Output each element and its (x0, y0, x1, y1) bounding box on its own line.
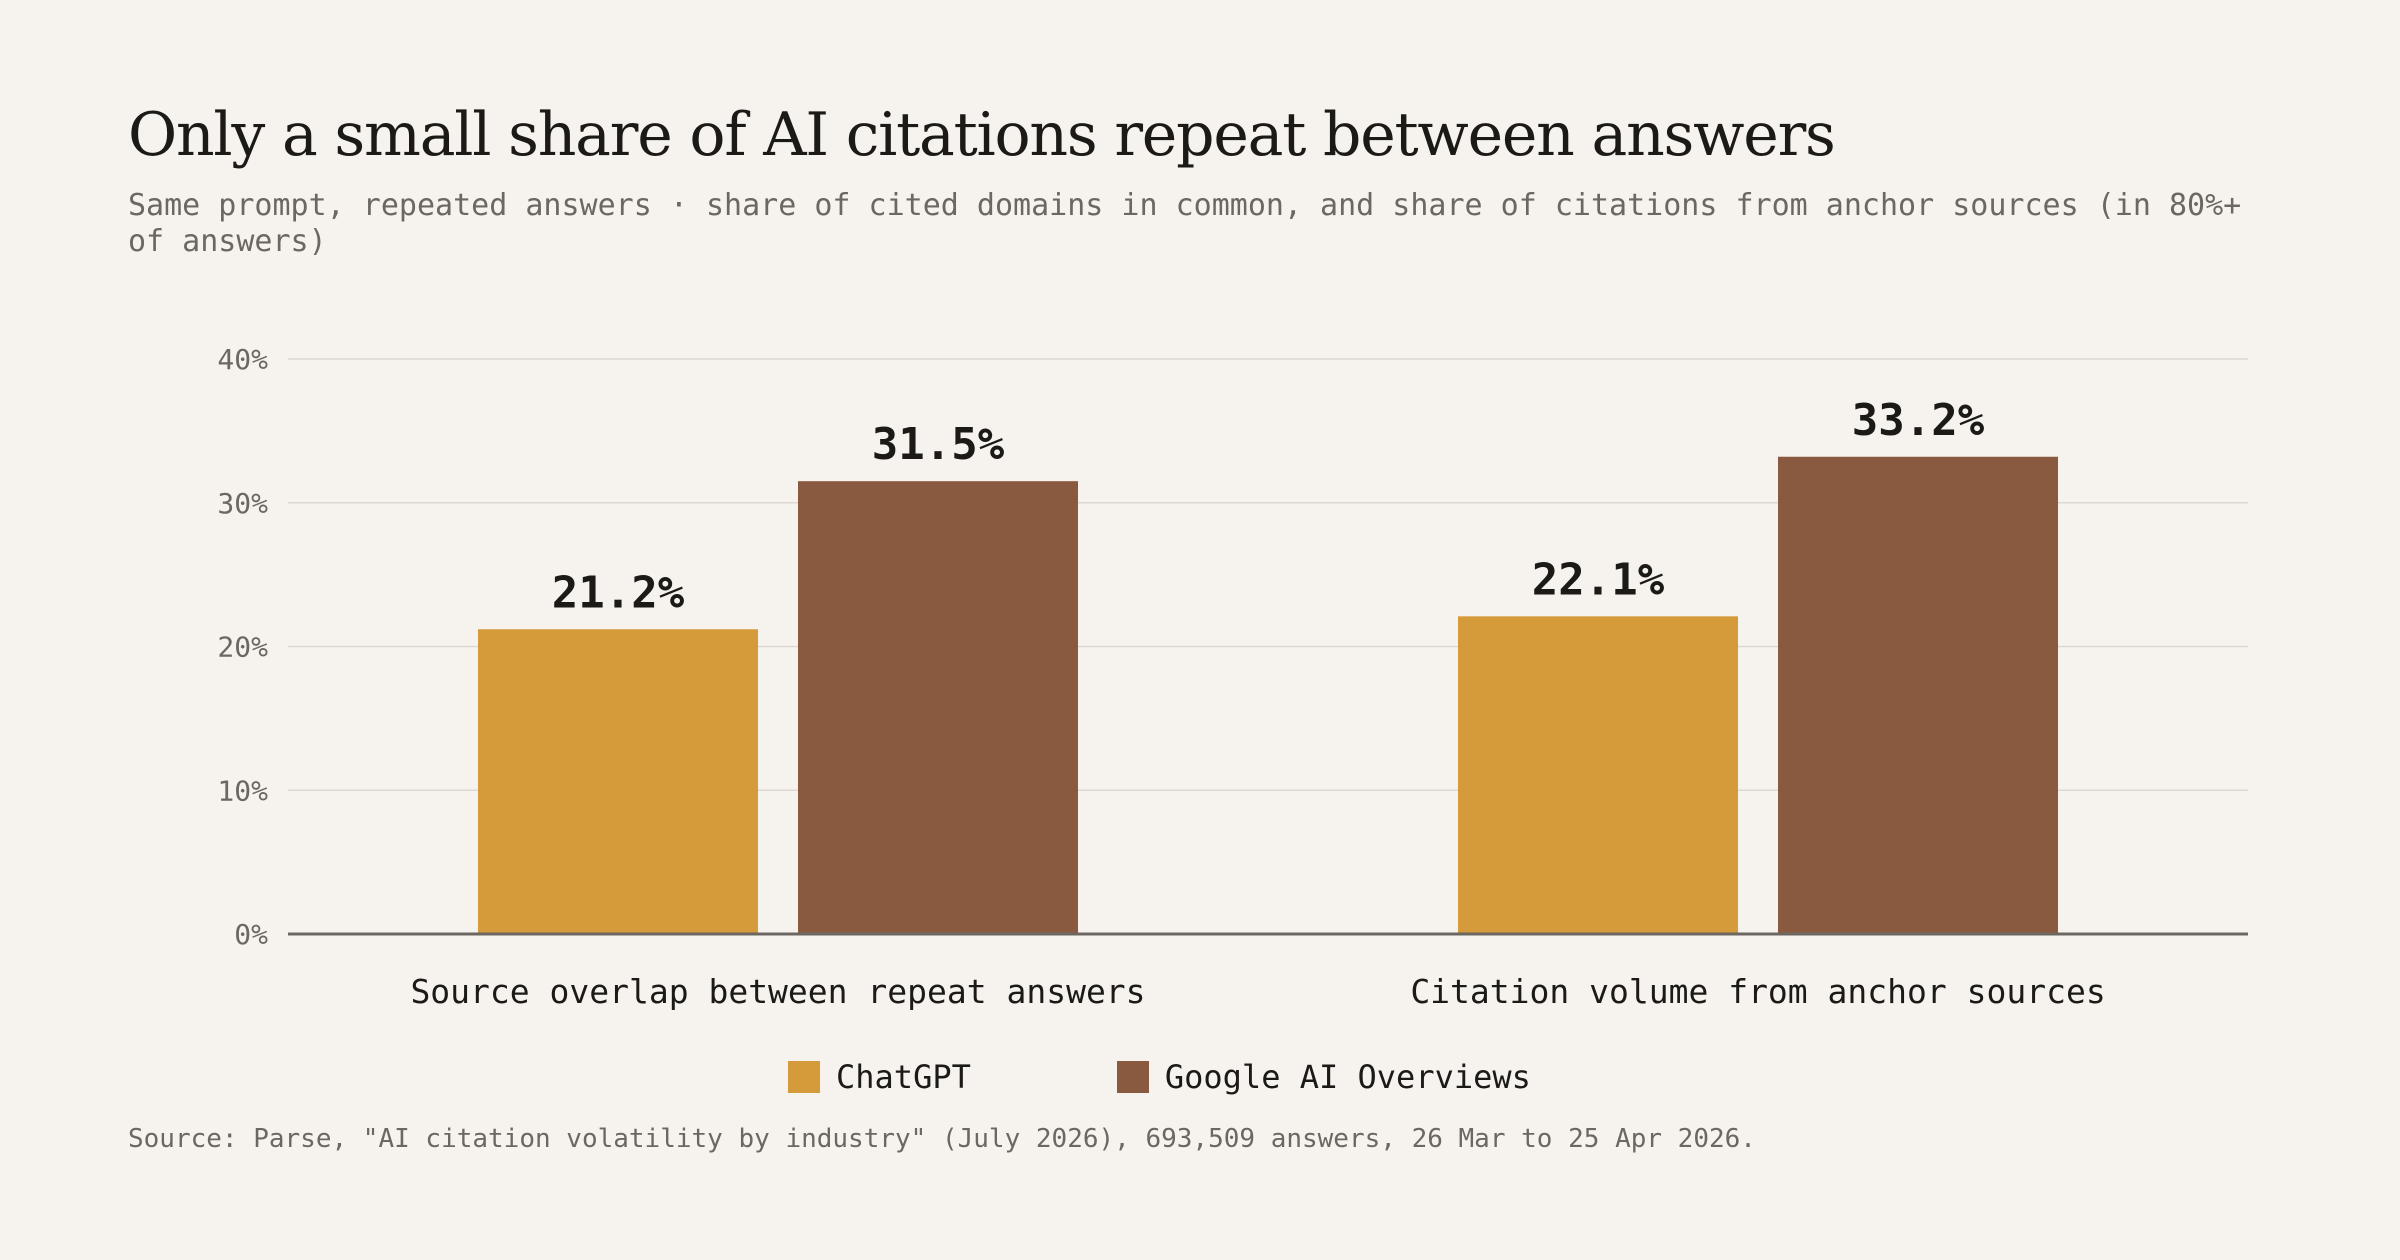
data-labels: 21.2% 31.5% 22.1% 33.2% (552, 395, 1985, 619)
legend-swatch-chatgpt (788, 1061, 820, 1093)
bar-chatgpt-2 (1458, 616, 1738, 934)
x-category-label: Citation volume from anchor sources (1410, 972, 2105, 1011)
legend-swatch-google-ai-overviews (1116, 1061, 1149, 1093)
bar-google-ai-overviews-1 (798, 481, 1078, 934)
y-tick-label: 10% (217, 774, 268, 807)
y-tick-label: 20% (217, 631, 268, 664)
legend-item-google-ai-overviews: Google AI Overviews (1116, 1058, 1531, 1096)
source-note: Source: Parse, "AI citation volatility b… (128, 1124, 1756, 1154)
x-category-label: Source overlap between repeat answers (410, 972, 1145, 1011)
data-label: 22.1% (1532, 554, 1665, 605)
legend: ChatGPT Google AI Overviews (788, 1058, 1531, 1096)
data-label: 31.5% (872, 419, 1005, 470)
axes: 0% 10% 20% 30% 40% Source overlap between rep… (217, 343, 2248, 1011)
chart-subtitle: Same prompt, repeated answers · share of… (128, 188, 2242, 259)
y-tick-label: 40% (217, 343, 268, 376)
bar-chatgpt-1 (478, 629, 758, 934)
chart-title: Only a small share of AI citations repea… (128, 100, 1836, 170)
y-tick-label: 0% (234, 918, 268, 951)
data-label: 21.2% (552, 567, 685, 618)
legend-item-chatgpt: ChatGPT (788, 1058, 971, 1096)
legend-label-chatgpt: ChatGPT (836, 1058, 971, 1096)
legend-label-google-ai-overviews: Google AI Overviews (1164, 1058, 1531, 1096)
data-label: 33.2% (1852, 395, 1985, 446)
y-tick-label: 30% (217, 487, 268, 520)
bar-google-ai-overviews-2 (1778, 456, 2058, 934)
bars (478, 456, 2058, 934)
